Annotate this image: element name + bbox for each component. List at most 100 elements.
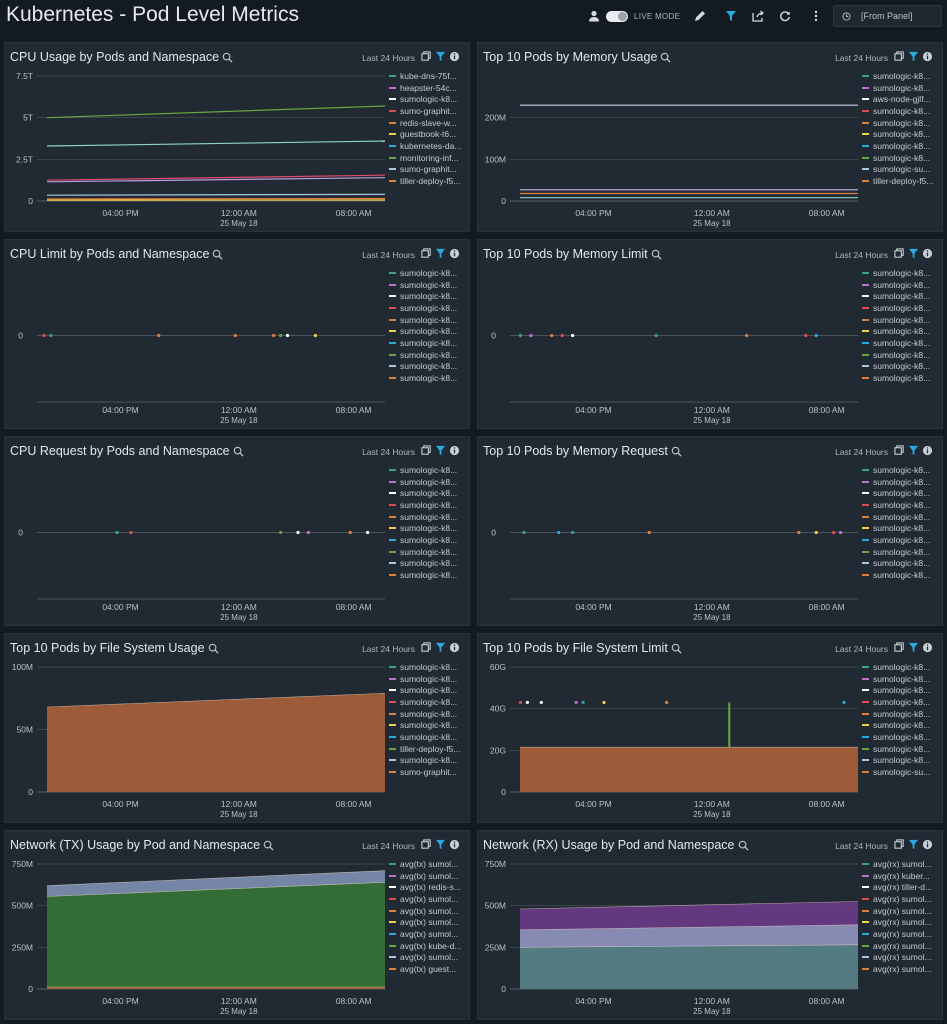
panel-title[interactable]: Top 10 Pods by File System Usage — [10, 641, 219, 655]
legend-item[interactable]: avg(tx) kube-d... — [389, 940, 469, 952]
legend-item[interactable]: monitoring-inf... — [389, 152, 469, 164]
legend-item[interactable]: sumologic-k8... — [862, 719, 942, 731]
legend-item[interactable]: kubernetes-da... — [389, 140, 469, 152]
legend-item[interactable]: sumologic-k8... — [862, 511, 942, 523]
legend-item[interactable]: sumologic-k8... — [862, 476, 942, 488]
legend-item[interactable]: sumologic-k8... — [389, 534, 469, 546]
legend-item[interactable]: sumologic-k8... — [862, 673, 942, 685]
chart-plot[interactable]: 0 04:00 PM 12:00 AM 08:00 AM 25 May 18 — [5, 437, 471, 627]
legend-item[interactable]: sumologic-k8... — [389, 464, 469, 476]
legend-item[interactable]: sumologic-k8... — [862, 349, 942, 361]
share-icon[interactable] — [750, 8, 766, 24]
legend-item[interactable]: sumologic-k8... — [862, 290, 942, 302]
legend-item[interactable]: avg(rx) sumol... — [862, 940, 942, 952]
legend-item[interactable]: sumologic-k8... — [862, 522, 942, 534]
legend-item[interactable]: sumologic-k8... — [862, 534, 942, 546]
legend-item[interactable]: sumologic-k8... — [389, 290, 469, 302]
legend-item[interactable]: sumologic-k8... — [389, 372, 469, 384]
chart-plot[interactable]: 0 04:00 PM 12:00 AM 08:00 AM 25 May 18 — [5, 240, 471, 430]
panel-time-range[interactable]: Last 24 Hours — [835, 841, 888, 851]
info-icon[interactable] — [449, 248, 460, 259]
panel-time-range[interactable]: Last 24 Hours — [362, 644, 415, 654]
legend-item[interactable]: avg(rx) sumol... — [862, 916, 942, 928]
info-icon[interactable] — [922, 51, 933, 62]
zoom-icon[interactable] — [651, 249, 662, 260]
panel-time-range[interactable]: Last 24 Hours — [362, 447, 415, 457]
legend-item[interactable]: sumologic-k8... — [862, 361, 942, 373]
legend-item[interactable]: guestbook-t6... — [389, 128, 469, 140]
panel-title[interactable]: CPU Request by Pods and Namespace — [10, 444, 244, 458]
legend-item[interactable]: sumologic-k8... — [389, 731, 469, 743]
panel-time-range[interactable]: Last 24 Hours — [362, 53, 415, 63]
legend-item[interactable]: sumologic-k8... — [862, 128, 942, 140]
legend-item[interactable]: sumologic-k8... — [389, 279, 469, 291]
chart-plot[interactable]: 0 20G 40G 60G 04:00 PM 12:00 AM 08:00 AM 25 May… — [478, 634, 944, 824]
legend-item[interactable]: sumologic-k8... — [862, 731, 942, 743]
info-icon[interactable] — [922, 445, 933, 456]
legend-item[interactable]: sumologic-k8... — [862, 105, 942, 117]
panel-title[interactable]: Network (TX) Usage by Pod and Namespace — [10, 838, 274, 852]
filter-icon[interactable] — [908, 248, 919, 259]
info-icon[interactable] — [449, 445, 460, 456]
legend-item[interactable]: tiller-deploy-f5... — [389, 175, 469, 187]
panel-time-range[interactable]: Last 24 Hours — [835, 250, 888, 260]
legend-item[interactable]: avg(tx) sumol... — [389, 893, 469, 905]
zoom-icon[interactable] — [660, 52, 671, 63]
zoom-icon[interactable] — [208, 643, 219, 654]
info-icon[interactable] — [449, 839, 460, 850]
legend-item[interactable]: tiller-deploy-f5... — [389, 743, 469, 755]
legend-item[interactable]: avg(rx) sumol... — [862, 905, 942, 917]
filter-icon[interactable] — [435, 839, 446, 850]
panel-time-range[interactable]: Last 24 Hours — [835, 53, 888, 63]
legend-item[interactable]: avg(rx) kuber... — [862, 870, 942, 882]
legend-item[interactable]: avg(rx) sumol... — [862, 963, 942, 975]
legend-item[interactable]: avg(rx) sumol... — [862, 952, 942, 964]
legend-item[interactable]: kube-dns-75f... — [389, 70, 469, 82]
copy-icon[interactable] — [421, 445, 432, 456]
legend-item[interactable]: sumologic-k8... — [862, 569, 942, 581]
edit-icon[interactable] — [692, 8, 708, 24]
legend-item[interactable]: redis-slave-w... — [389, 117, 469, 129]
info-icon[interactable] — [922, 248, 933, 259]
filter-icon[interactable] — [435, 642, 446, 653]
zoom-icon[interactable] — [222, 52, 233, 63]
legend-item[interactable]: sumologic-k8... — [389, 684, 469, 696]
chart-plot[interactable]: 0 2.5T 5T 7.5T 04:00 PM 12:00 AM 08:00 AM 25 Ma… — [5, 43, 471, 233]
legend-item[interactable]: avg(rx) tiller-d... — [862, 881, 942, 893]
legend-item[interactable]: sumologic-k8... — [389, 361, 469, 373]
legend-item[interactable]: heapster-54c... — [389, 82, 469, 94]
filter-icon[interactable] — [908, 839, 919, 850]
legend-item[interactable]: sumologic-k8... — [862, 314, 942, 326]
legend-item[interactable]: sumologic-k8... — [389, 314, 469, 326]
zoom-icon[interactable] — [671, 446, 682, 457]
legend-item[interactable]: sumologic-k8... — [862, 372, 942, 384]
info-icon[interactable] — [449, 642, 460, 653]
more-options-icon[interactable] — [808, 8, 824, 24]
info-icon[interactable] — [922, 839, 933, 850]
legend-item[interactable]: sumologic-k8... — [862, 684, 942, 696]
filter-icon[interactable] — [435, 445, 446, 456]
panel-title[interactable]: Top 10 Pods by Memory Request — [483, 444, 682, 458]
legend-item[interactable]: sumologic-k8... — [862, 82, 942, 94]
legend-item[interactable]: avg(tx) sumol... — [389, 858, 469, 870]
legend-item[interactable]: sumologic-k8... — [862, 696, 942, 708]
filter-icon[interactable] — [435, 248, 446, 259]
legend-item[interactable]: sumologic-k8... — [862, 267, 942, 279]
filter-icon[interactable] — [908, 445, 919, 456]
copy-icon[interactable] — [421, 248, 432, 259]
legend-item[interactable]: sumologic-k8... — [389, 708, 469, 720]
legend-item[interactable]: sumologic-k8... — [389, 522, 469, 534]
legend-item[interactable]: sumologic-k8... — [389, 499, 469, 511]
info-icon[interactable] — [922, 642, 933, 653]
panel-title[interactable]: Top 10 Pods by File System Limit — [483, 641, 682, 655]
copy-icon[interactable] — [894, 445, 905, 456]
legend-item[interactable]: sumologic-k8... — [862, 743, 942, 755]
legend-item[interactable]: sumologic-k8... — [862, 661, 942, 673]
chart-plot[interactable]: 0 250M 500M 750M 04:00 PM 12:00 AM 08:00 AM 25 … — [478, 831, 944, 1021]
legend-item[interactable]: sumologic-k8... — [389, 487, 469, 499]
legend-item[interactable]: sumologic-k8... — [389, 511, 469, 523]
copy-icon[interactable] — [894, 839, 905, 850]
legend-item[interactable]: sumologic-su... — [862, 766, 942, 778]
panel-title[interactable]: Top 10 Pods by Memory Limit — [483, 247, 662, 261]
legend-item[interactable]: sumologic-k8... — [389, 673, 469, 685]
